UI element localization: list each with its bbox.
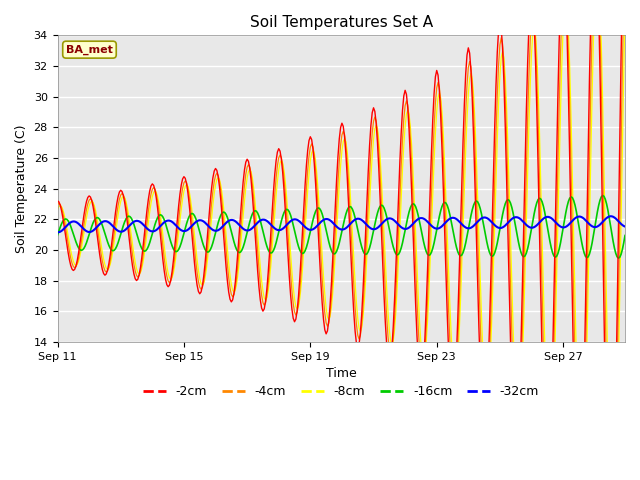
Legend: -2cm, -4cm, -8cm, -16cm, -32cm: -2cm, -4cm, -8cm, -16cm, -32cm [138, 380, 544, 403]
X-axis label: Time: Time [326, 367, 356, 380]
Title: Soil Temperatures Set A: Soil Temperatures Set A [250, 15, 433, 30]
Text: BA_met: BA_met [66, 45, 113, 55]
Y-axis label: Soil Temperature (C): Soil Temperature (C) [15, 124, 28, 253]
